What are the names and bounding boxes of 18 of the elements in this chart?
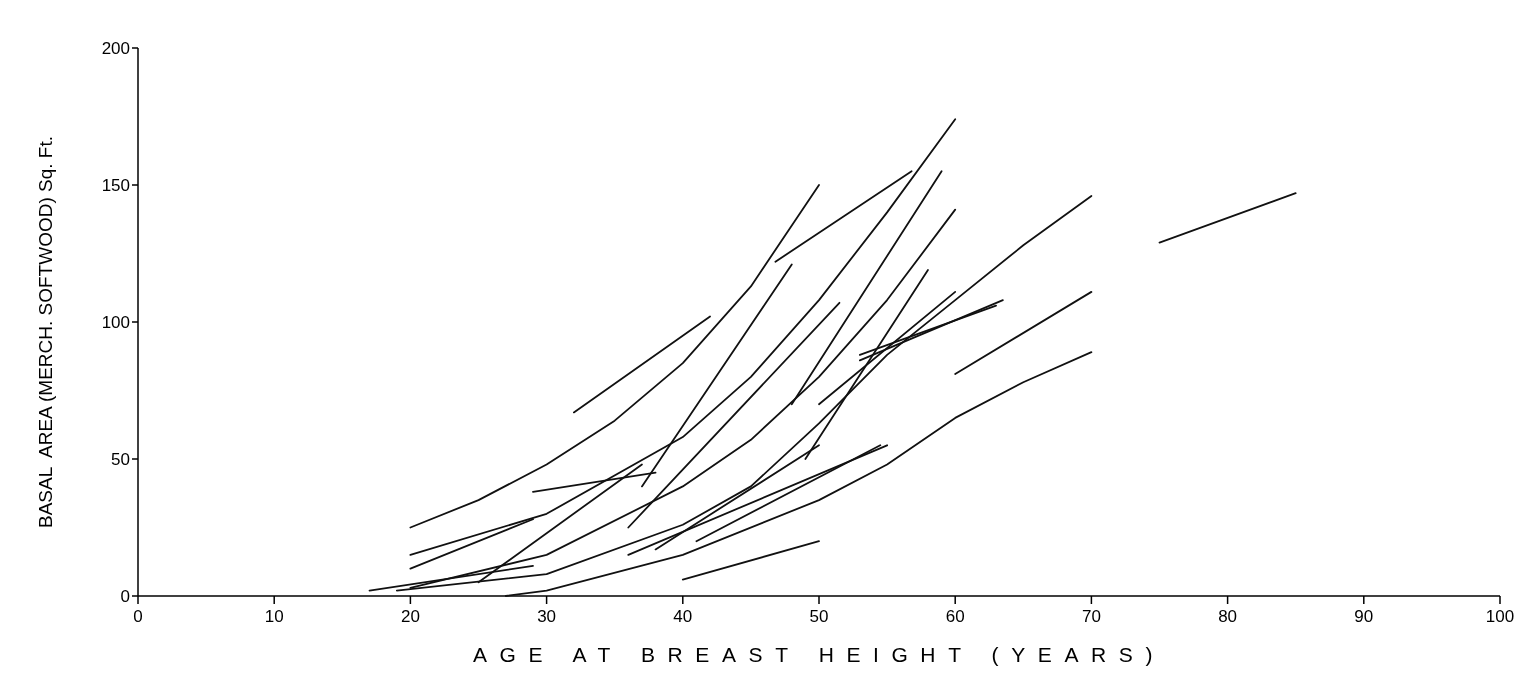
x-axis-title: AGE AT BREAST HEIGHT (YEARS)	[473, 643, 1165, 666]
y-tick-label: 0	[120, 586, 130, 606]
y-axis-title: BASAL AREA (MERCH. SOFTWOOD) Sq. Ft.	[35, 135, 56, 529]
x-tick-label: 40	[673, 607, 693, 626]
x-tick-label: 80	[1218, 607, 1238, 626]
x-tick-label: 90	[1354, 607, 1374, 626]
x-tick-label: 10	[264, 607, 284, 626]
x-tick-label: 100	[1485, 607, 1515, 626]
y-tick-label: 200	[101, 38, 130, 58]
x-tick-label: 20	[400, 607, 420, 626]
x-tick-label: 60	[945, 607, 965, 626]
x-tick-label: 30	[537, 607, 557, 626]
x-tick-label: 50	[809, 607, 829, 626]
x-tick-label: 70	[1081, 607, 1101, 626]
y-tick-label: 150	[101, 175, 130, 195]
y-tick-label: 100	[101, 312, 130, 332]
y-tick-label: 50	[111, 449, 130, 469]
x-tick-label: 0	[133, 607, 143, 626]
